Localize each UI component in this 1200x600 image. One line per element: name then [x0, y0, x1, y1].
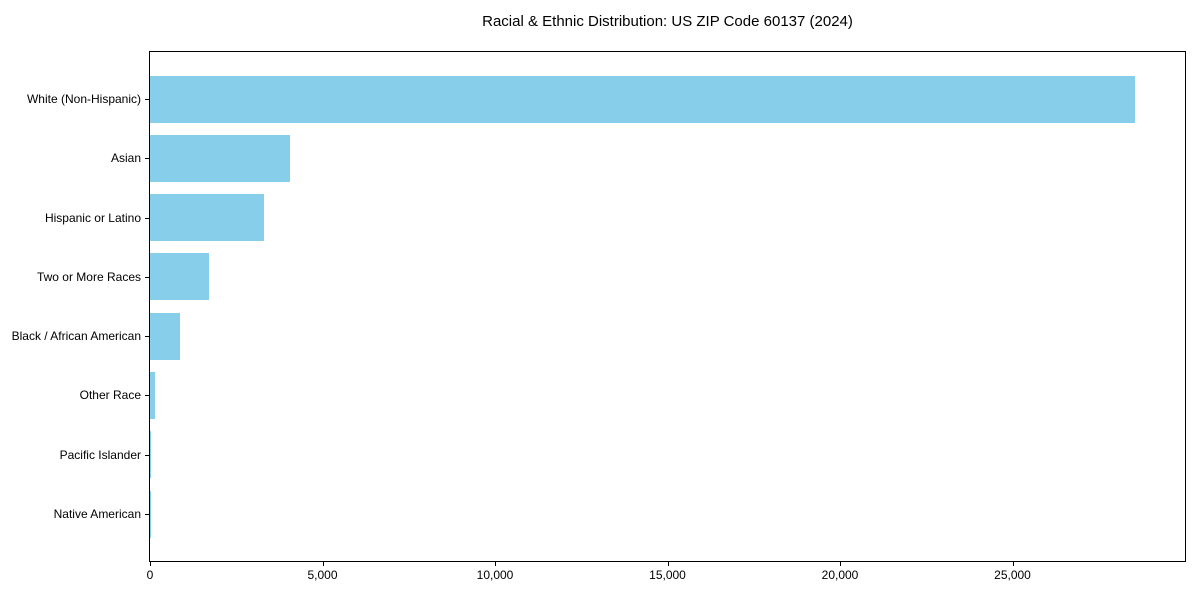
x-tick-label-0: 0	[146, 568, 154, 582]
x-tick-label-10000: 10,000	[476, 568, 514, 582]
plot-area	[149, 51, 1186, 562]
y-tick-label-two-or-more-races: Two or More Races	[36, 269, 141, 284]
bar-pacific-islander	[150, 431, 152, 479]
y-tick	[145, 336, 149, 338]
y-tick	[145, 158, 149, 160]
x-tick-label-25000: 25,000	[994, 568, 1031, 582]
x-tick	[495, 562, 496, 566]
y-tick	[145, 454, 149, 456]
bar-other-race	[150, 371, 155, 419]
y-tick	[145, 276, 149, 278]
x-tick-label-15000: 15,000	[649, 568, 686, 582]
y-tick	[145, 217, 149, 219]
y-tick	[145, 99, 149, 100]
y-tick	[145, 395, 149, 397]
y-tick	[145, 514, 149, 515]
x-tick-label-20000: 20,000	[821, 568, 859, 582]
y-tick-label-hispanic-or-latino: Hispanic or Latino	[44, 210, 141, 225]
x-tick	[1012, 562, 1014, 566]
y-tick-label-asian: Asian	[110, 151, 141, 166]
x-tick	[150, 562, 151, 566]
x-tick-label-5000: 5,000	[307, 568, 338, 582]
y-tick-label-other-race: Other Race	[79, 388, 141, 403]
y-tick-label-white-non-hispanic: White (Non-Hispanic)	[26, 92, 141, 106]
bar-black-african-american	[150, 312, 181, 360]
x-tick	[840, 562, 841, 566]
y-tick-label-black-african-american: Black / African American	[11, 329, 141, 344]
bar-two-or-more-races	[150, 253, 209, 301]
y-tick-label-native-american: Native American	[53, 507, 141, 521]
bar-hispanic-or-latino	[150, 194, 264, 242]
bar-asian	[150, 134, 290, 182]
x-tick	[322, 562, 324, 566]
chart-title: Racial & Ethnic Distribution: US ZIP Cod…	[482, 13, 853, 30]
bar-white-non-hispanic	[150, 75, 1135, 123]
x-tick	[667, 562, 669, 566]
y-tick-label-pacific-islander: Pacific Islander	[59, 447, 141, 462]
